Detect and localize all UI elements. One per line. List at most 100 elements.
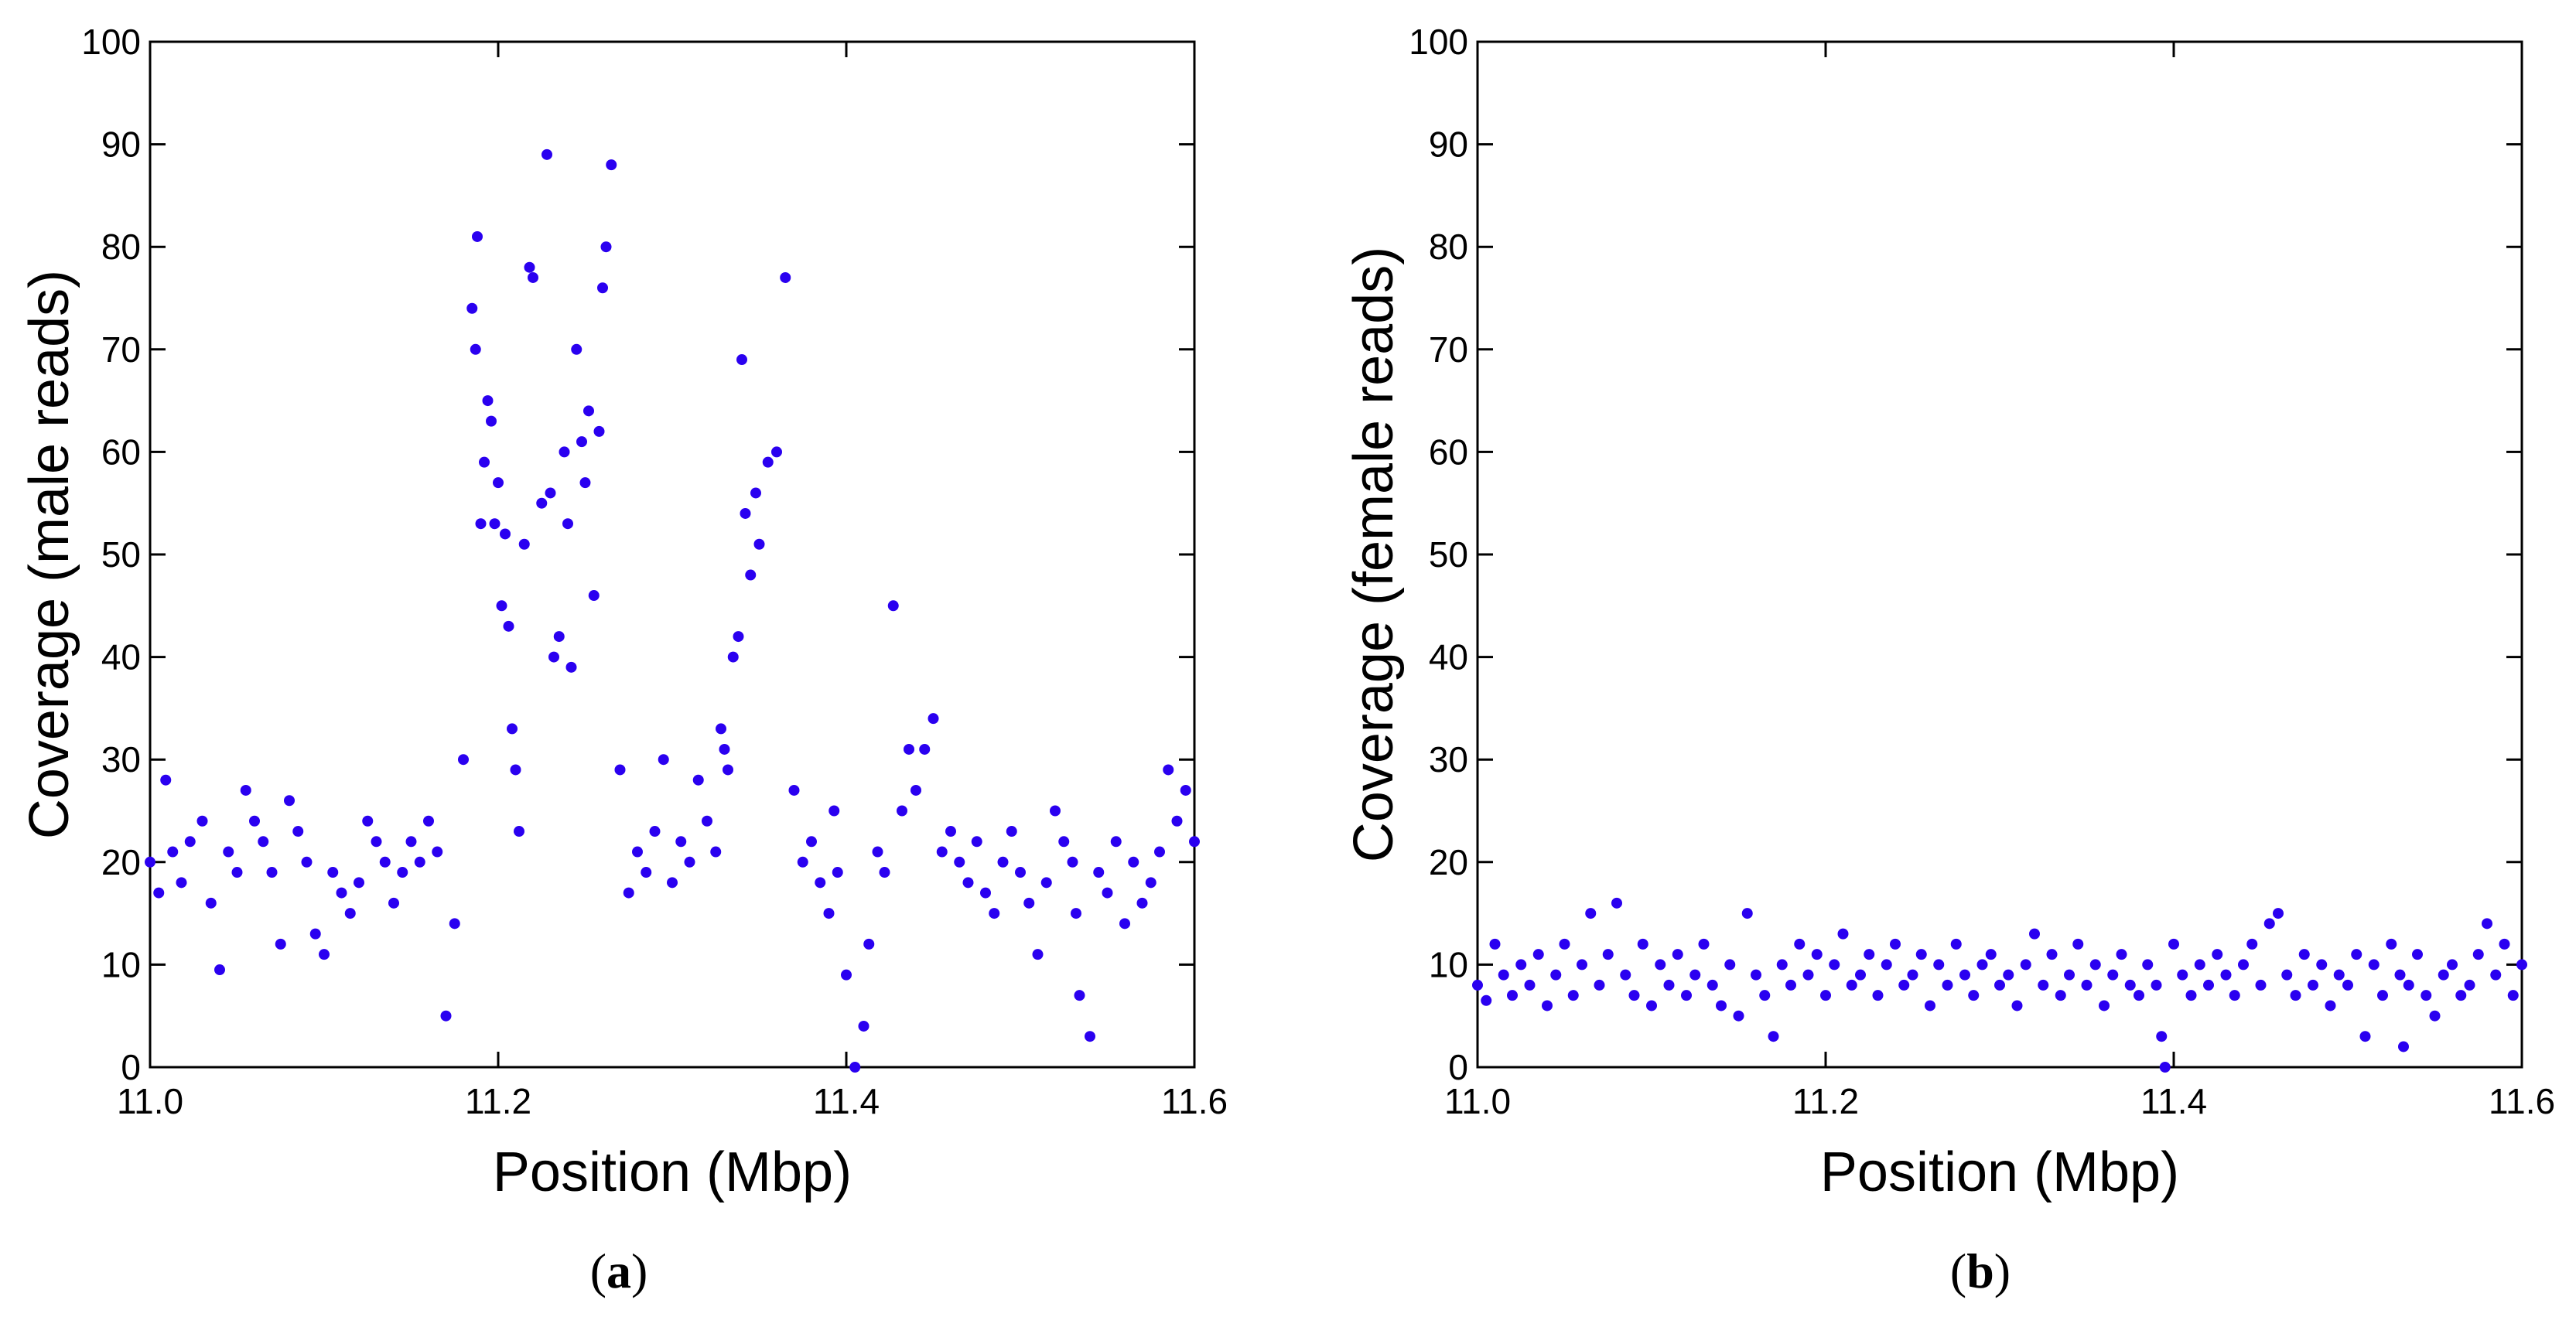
data-point [2124, 979, 2136, 991]
data-point [500, 528, 511, 540]
data-point [2107, 969, 2119, 981]
data-point [507, 723, 518, 735]
data-point [736, 354, 747, 366]
data-point [1855, 969, 1866, 981]
data-point [841, 969, 852, 981]
data-point [475, 518, 487, 530]
data-point [2403, 979, 2414, 991]
data-point [936, 846, 948, 858]
data-point [649, 826, 661, 837]
data-point [2246, 938, 2258, 950]
data-point [542, 148, 552, 160]
data-point [2359, 1031, 2371, 1042]
data-point [1620, 969, 1631, 981]
y-tick-label: 20 [101, 842, 141, 882]
data-point [2412, 949, 2423, 960]
data-point [470, 343, 481, 355]
data-point [2046, 949, 2058, 960]
data-point [1507, 990, 1518, 1001]
data-point [1532, 949, 1544, 960]
data-point [771, 446, 782, 458]
data-point [1102, 887, 1113, 899]
data-point [482, 395, 494, 407]
data-point [344, 908, 356, 919]
x-tick-label: 11.6 [1161, 1081, 1228, 1121]
data-point [623, 887, 634, 899]
data-point [1768, 1031, 1779, 1042]
y-tick-label: 40 [1429, 637, 1468, 677]
x-tick-label: 11.4 [2140, 1081, 2207, 1121]
data-point [879, 867, 890, 878]
panel-b-y-tick-labels: 0 10 20 30 40 50 60 70 80 90 100 [1409, 22, 1468, 1087]
data-point [815, 877, 826, 889]
data-point [2089, 959, 2101, 971]
panel-b-x-tick-labels: 11.0 11.2 11.4 11.6 [1444, 1081, 2555, 1121]
data-point [2377, 990, 2388, 1001]
data-point [828, 805, 840, 817]
data-point [2281, 969, 2293, 981]
data-point [528, 271, 538, 283]
data-point [702, 815, 712, 827]
data-point [545, 487, 556, 499]
data-point [2298, 949, 2310, 960]
data-point [1698, 938, 1710, 950]
y-tick-label: 80 [1429, 227, 1468, 267]
data-point [379, 856, 391, 868]
y-tick-label: 70 [1429, 329, 1468, 370]
data-point [887, 600, 899, 612]
data-point [2464, 979, 2475, 991]
data-point [524, 261, 535, 273]
data-point [632, 846, 643, 858]
data-point [614, 764, 626, 776]
panel-a-y-tick-labels: 0 10 20 30 40 50 60 70 80 90 100 [81, 22, 141, 1087]
data-point [1890, 938, 1901, 950]
data-point [2081, 979, 2093, 991]
data-point [553, 631, 565, 643]
data-point [719, 743, 730, 755]
data-point [559, 446, 570, 458]
panel-b-y-axis-title: Coverage (female reads) [1343, 247, 1405, 862]
data-point [1681, 990, 1692, 1001]
data-point [675, 836, 687, 848]
x-tick-label: 11.0 [117, 1081, 183, 1121]
data-point [1655, 959, 1666, 971]
data-point [910, 784, 921, 796]
data-point [2142, 959, 2154, 971]
data-point [1136, 897, 1148, 909]
panel-b-plot-frame [1476, 40, 2523, 1069]
data-point [2055, 990, 2066, 1001]
data-point [196, 815, 208, 827]
panel-b-label-close: ) [1994, 1243, 2011, 1298]
data-point [2516, 959, 2527, 971]
data-point [858, 1020, 869, 1032]
y-tick-label: 50 [101, 534, 141, 575]
data-point [1942, 979, 1953, 991]
x-tick-label: 11.6 [2489, 1081, 2555, 1121]
data-point [1071, 908, 1081, 919]
data-point [205, 897, 217, 909]
data-point [1489, 938, 1501, 950]
data-point [2507, 990, 2519, 1001]
data-point [710, 846, 722, 858]
data-point [1015, 867, 1026, 878]
data-point [1881, 959, 1892, 971]
data-point [1925, 1000, 1935, 1011]
data-point [1663, 979, 1675, 991]
data-point [503, 620, 514, 632]
data-point [780, 271, 791, 283]
data-point [1128, 856, 1139, 868]
data-point [240, 784, 251, 796]
data-point [1006, 826, 1017, 837]
data-point [806, 836, 817, 848]
data-point [1542, 1000, 1553, 1011]
data-point [258, 836, 269, 848]
panel-b-ticks [1476, 40, 2523, 1069]
panel-b-x-axis-title: Position (Mbp) [1820, 1141, 2179, 1203]
data-point [2316, 959, 2328, 971]
data-point [579, 477, 591, 489]
data-point [160, 774, 172, 786]
data-point [510, 764, 521, 776]
